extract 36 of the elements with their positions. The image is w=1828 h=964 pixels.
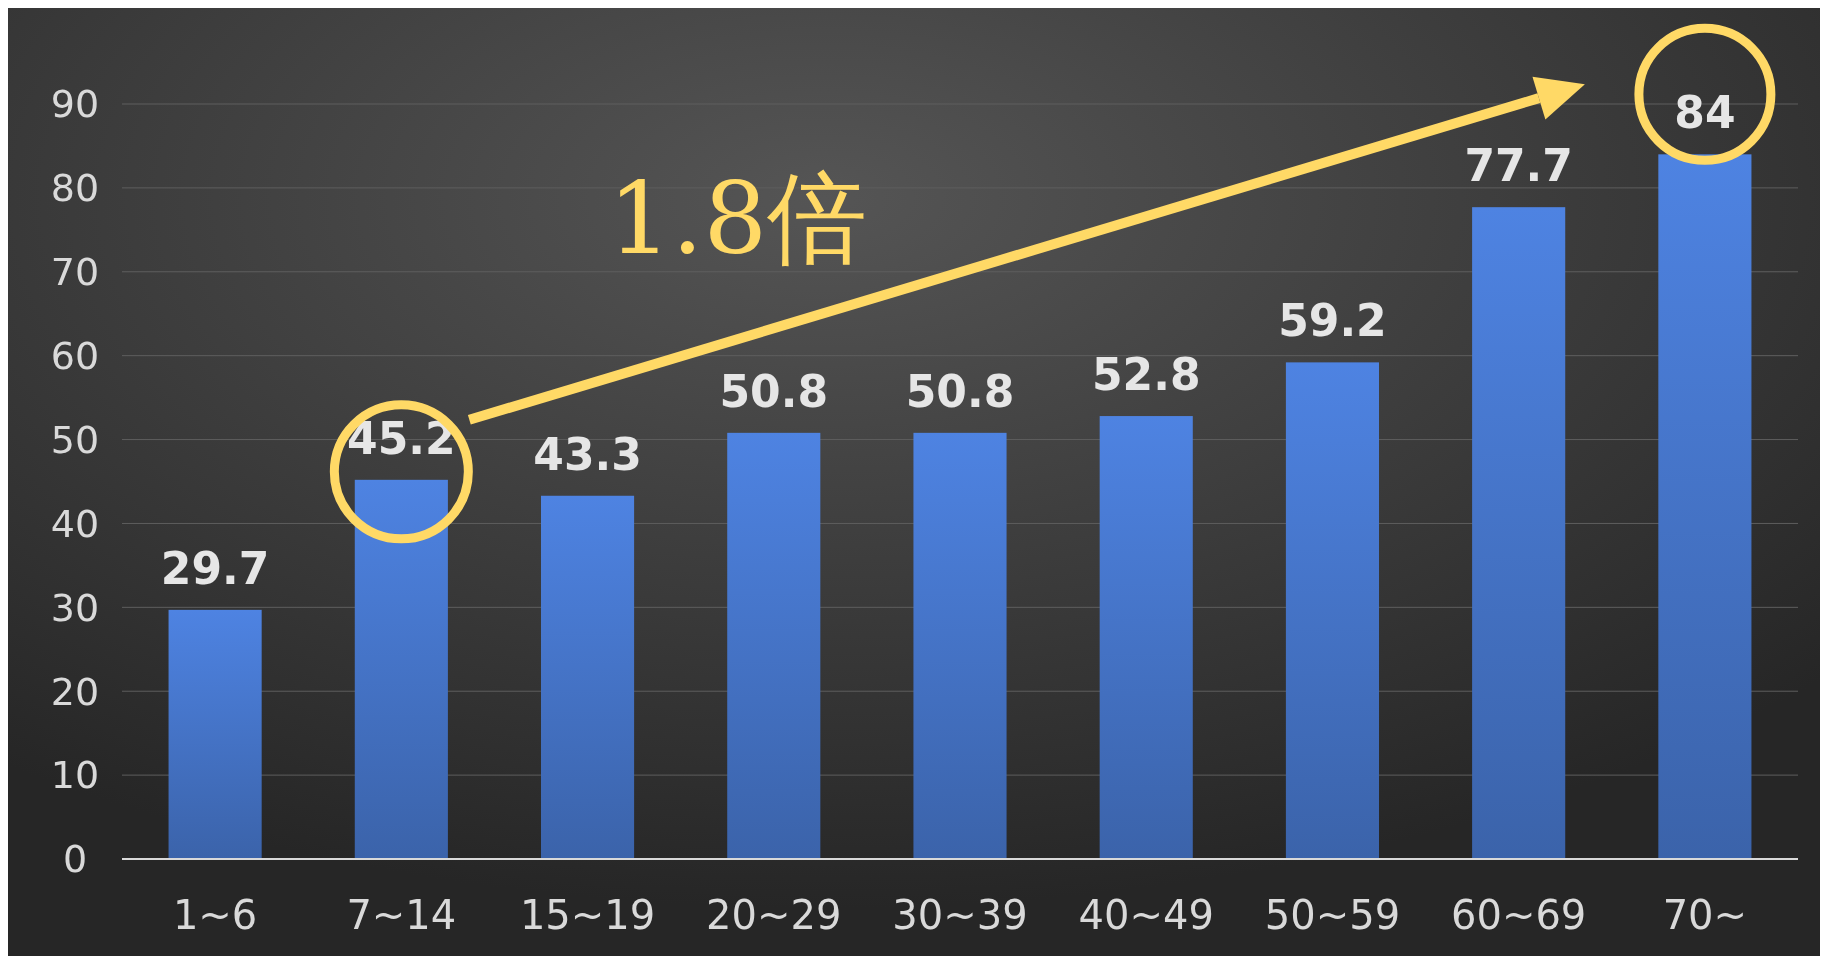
bar <box>541 495 635 859</box>
bar <box>1472 207 1566 859</box>
bar <box>727 432 821 859</box>
annotation: 1.8倍 <box>608 160 868 277</box>
bar <box>1285 362 1379 859</box>
data-label: 52.8 <box>1091 349 1201 401</box>
x-tick-label: 50~59 <box>1264 892 1401 938</box>
bar <box>1099 416 1193 859</box>
y-tick-label: 0 <box>62 837 88 882</box>
data-label: 50.8 <box>905 365 1015 417</box>
y-tick-label: 50 <box>50 417 100 462</box>
y-tick-label: 70 <box>50 250 100 295</box>
bar <box>913 432 1007 859</box>
data-label: 77.7 <box>1464 140 1573 192</box>
x-tick-label: 7~14 <box>346 892 457 938</box>
data-label: 84 <box>1674 87 1736 139</box>
x-tick-label: 70~ <box>1662 892 1748 938</box>
y-tick-label: 40 <box>50 501 100 546</box>
x-tick-label: 1~6 <box>172 892 258 938</box>
data-label: 59.2 <box>1278 295 1387 347</box>
y-tick-label: 10 <box>50 753 100 798</box>
bar <box>168 609 262 859</box>
x-tick-label: 15~19 <box>519 892 656 938</box>
y-tick-label: 90 <box>50 82 100 127</box>
data-label: 43.3 <box>533 428 642 480</box>
y-tick-label: 20 <box>50 669 100 714</box>
x-tick-label: 60~69 <box>1451 892 1587 938</box>
x-tick-label: 40~49 <box>1078 892 1214 938</box>
y-tick-label: 60 <box>50 333 100 378</box>
x-tick-label: 30~39 <box>892 892 1028 938</box>
data-label: 50.8 <box>719 365 829 417</box>
data-label: 45.2 <box>347 412 456 464</box>
data-label: 29.7 <box>160 542 270 594</box>
x-tick-label: 20~29 <box>706 892 842 938</box>
y-tick-label: 80 <box>50 166 100 211</box>
y-tick-label: 30 <box>50 585 100 630</box>
